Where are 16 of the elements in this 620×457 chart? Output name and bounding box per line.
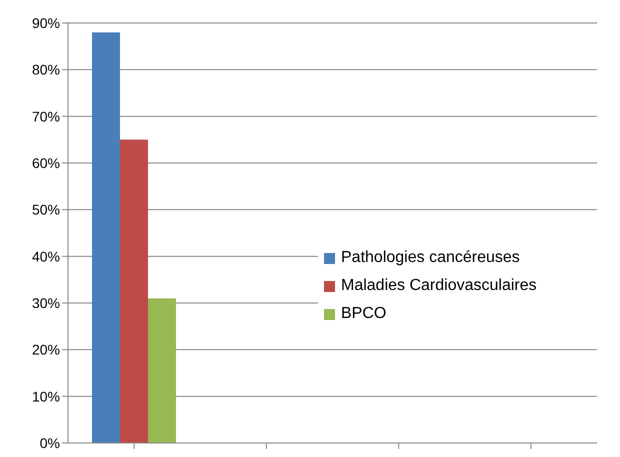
y-tick-label: 20% (32, 342, 60, 358)
bar (92, 32, 120, 443)
legend-label: Pathologies cancéreuses (341, 249, 520, 267)
y-tick-label: 50% (32, 202, 60, 218)
y-tick-label: 70% (32, 108, 60, 124)
bar (120, 140, 148, 443)
y-tick-label: 80% (32, 62, 60, 78)
legend-label: Maladies Cardiovasculaires (341, 277, 537, 295)
legend-label: BPCO (341, 305, 386, 323)
y-tick-label: 90% (32, 14, 60, 31)
y-tick-label: 60% (32, 154, 60, 171)
bar (148, 298, 176, 443)
y-tick-label: 10% (32, 388, 60, 404)
y-tick-label: 0% (40, 434, 60, 451)
y-tick-label: 40% (32, 248, 60, 264)
y-tick-label: 30% (32, 294, 60, 311)
